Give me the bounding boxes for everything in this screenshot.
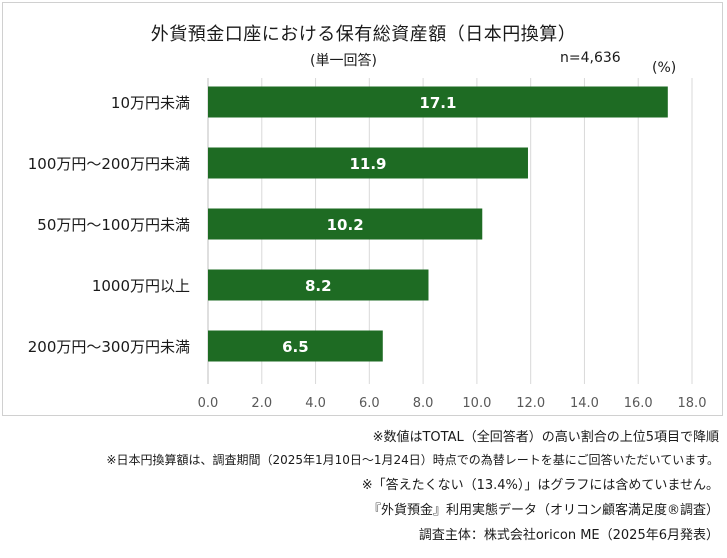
bar	[208, 86, 668, 118]
x-tick-label: 2.0	[251, 396, 272, 411]
bar-value-label: 8.2	[305, 277, 332, 295]
bar	[208, 208, 483, 240]
x-tick-label: 0.0	[198, 396, 219, 411]
x-tick-label: 16.0	[624, 396, 653, 411]
x-tick-label: 6.0	[359, 396, 380, 411]
category-label: 100万円～200万円未満	[28, 155, 190, 173]
source-line: 『外貨預金』利用実態データ（オリコン顧客満足度®調査）	[367, 503, 719, 518]
bar-value-label: 10.2	[327, 216, 364, 234]
survey-owner: 調査主体：株式会社oricon ME（2025年6月発表）	[418, 528, 719, 543]
bar	[208, 330, 383, 362]
sample-size: n=4,636	[560, 50, 621, 66]
x-tick-label: 12.0	[516, 396, 545, 411]
bar-value-label: 11.9	[349, 155, 386, 173]
category-label: 10万円未満	[111, 94, 190, 112]
category-label: 1000万円以上	[92, 277, 190, 295]
bar	[208, 147, 528, 179]
footnote-2: ※日本円換算額は、調査期間（2025年1月10日～1月24日）時点での為替レート…	[106, 453, 719, 467]
category-label: 50万円～100万円未満	[37, 216, 190, 234]
bar-value-label: 17.1	[419, 94, 456, 112]
chart-subtitle: (単一回答)	[310, 53, 377, 69]
footnotes: ※数値はTOTAL（全回答者）の高い割合の上位5項目で降順 ※日本円換算額は、調…	[106, 426, 719, 549]
bar-chart: 0.0 2.0 4.0 6.0 8.0 10.0 12.0 14.0 16.0 18.0 17.1 1…	[28, 78, 707, 411]
x-tick-label: 14.0	[570, 396, 599, 411]
chart-title: 外貨預金口座における保有総資産額（日本円換算）	[150, 24, 577, 45]
unit-label: (%)	[652, 60, 677, 76]
footnote-1: ※数値はTOTAL（全回答者）の高い割合の上位5項目で降順	[372, 430, 719, 445]
category-label: 200万円～300万円未満	[28, 338, 190, 356]
x-tick-label: 4.0	[305, 396, 326, 411]
x-tick-label: 10.0	[462, 396, 491, 411]
bar	[208, 269, 429, 301]
x-tick-label: 8.0	[413, 396, 434, 411]
bar-value-label: 6.5	[282, 338, 309, 356]
x-tick-label: 18.0	[678, 396, 707, 411]
footnote-3: ※「答えたくない（13.4%）」はグラフには含めていません。	[361, 478, 719, 493]
